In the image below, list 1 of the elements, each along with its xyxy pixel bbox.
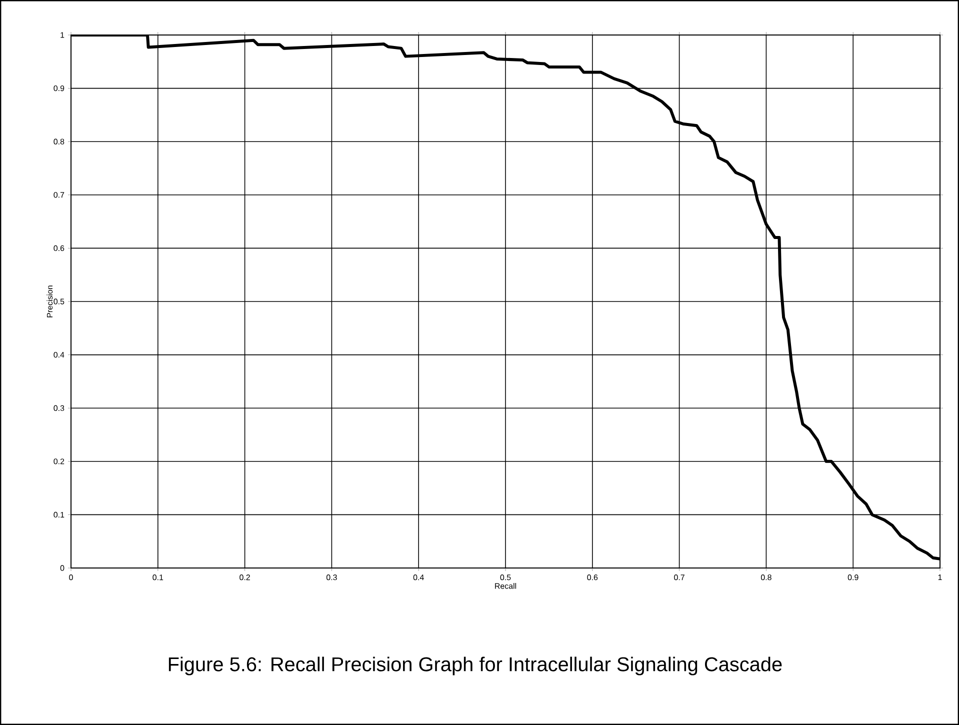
text: Figure 5.6: Recall Precision Graph for Intracellular Signaling Cascade xyxy=(168,656,782,676)
